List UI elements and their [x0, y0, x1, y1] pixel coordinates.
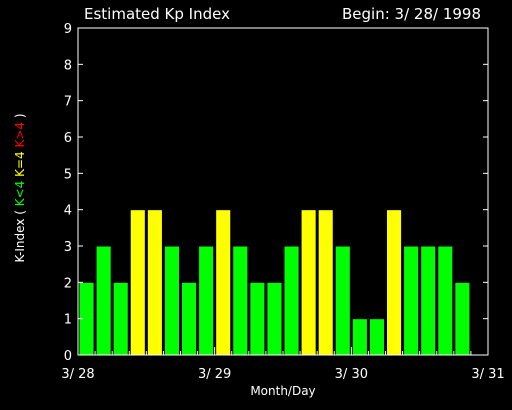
x-tick-label: 3/ 31	[471, 367, 504, 382]
kp-bar	[146, 209, 163, 356]
y-tick-label: 6	[64, 131, 72, 146]
chart-title: Estimated Kp Index	[84, 5, 230, 23]
y-axis: 0 1 2 3 4 5 6 7 8 9	[64, 22, 488, 364]
kp-bar	[129, 209, 146, 356]
kp-bar	[232, 245, 249, 356]
kp-bar	[351, 318, 368, 356]
begin-date-label: Begin: 3/ 28/ 1998	[342, 5, 481, 23]
kp-bar	[420, 245, 437, 356]
y-tick-label: 0	[64, 349, 72, 364]
kp-bar	[368, 318, 385, 356]
x-axis-label: Month/Day	[250, 384, 315, 398]
y-tick-label: 4	[64, 204, 72, 219]
kp-bar	[317, 209, 334, 356]
kp-bar	[454, 281, 471, 356]
y-label-legend-entry: K=4	[13, 148, 27, 177]
y-tick-label: 7	[64, 95, 72, 110]
kp-bar	[386, 209, 403, 356]
kp-bar	[112, 281, 129, 356]
y-label-prefix: K-Index (	[13, 206, 27, 262]
y-label-suffix: )	[13, 113, 27, 118]
x-axis: 3/ 28 3/ 29 3/ 30 3/ 31	[61, 347, 505, 382]
y-label-legend-entry: K<4	[13, 177, 27, 206]
y-axis-label: K-Index ( K<4 K=4 K>4 )	[13, 113, 27, 262]
kp-bar	[163, 245, 181, 356]
kp-bar	[300, 209, 317, 356]
x-tick-label: 3/ 30	[335, 367, 368, 382]
kp-bar	[95, 245, 112, 356]
x-tick-label: 3/ 29	[198, 367, 231, 382]
y-tick-label: 1	[64, 313, 72, 328]
kp-bar	[249, 281, 266, 356]
kp-bar	[198, 245, 215, 356]
kp-bar	[403, 245, 420, 356]
y-tick-label: 8	[64, 58, 72, 73]
kp-bar	[437, 245, 454, 356]
kp-bar	[266, 281, 283, 356]
bars-group	[78, 209, 471, 356]
y-tick-label: 9	[64, 22, 72, 37]
y-tick-label: 5	[64, 167, 72, 182]
x-tick-label: 3/ 28	[61, 367, 94, 382]
y-tick-label: 3	[64, 240, 72, 255]
kp-bar	[283, 245, 300, 356]
y-label-legend-entry: K>4	[13, 118, 27, 147]
kp-bar	[181, 281, 198, 356]
kp-bar	[215, 209, 232, 356]
y-tick-label: 2	[64, 276, 72, 291]
kp-bar	[334, 245, 351, 356]
